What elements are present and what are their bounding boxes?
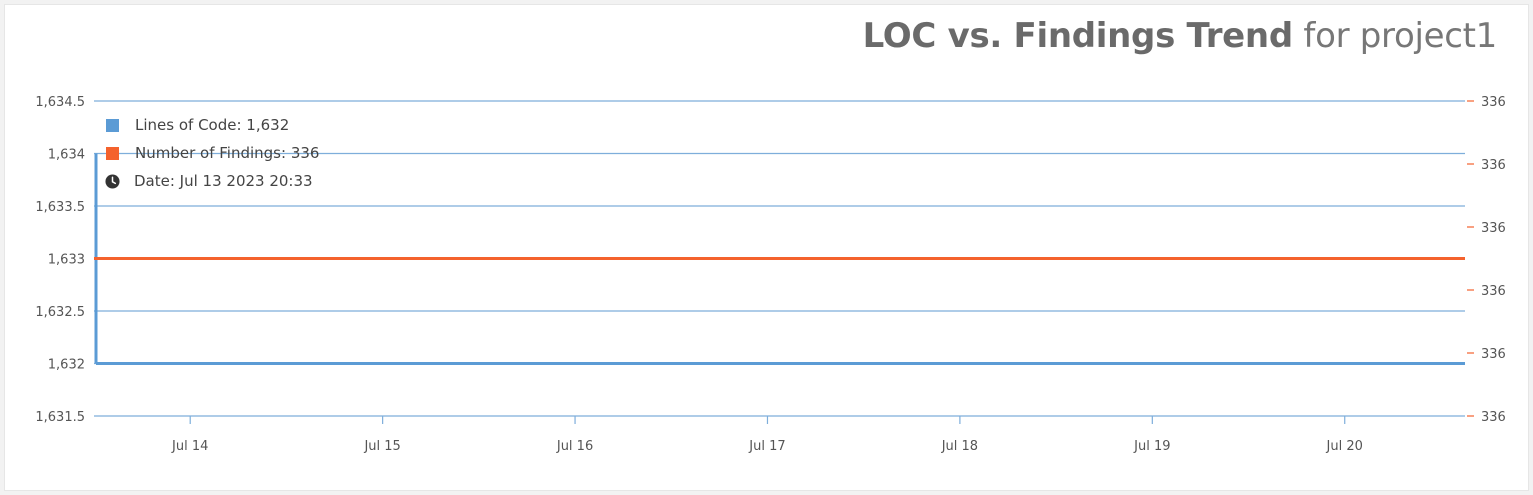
legend-loc-label: Lines of Code: 1,632: [135, 116, 290, 134]
chart-tooltip: Lines of Code: 1,632 Number of Findings:…: [105, 111, 319, 195]
y-left-tick-label: 1,634: [48, 148, 85, 163]
y-left-tick-label: 1,634.5: [35, 95, 85, 110]
x-tick-label: Jul 16: [556, 439, 593, 454]
x-tick-label: Jul 15: [363, 439, 400, 454]
x-tick-label: Jul 19: [1133, 439, 1170, 454]
legend-findings-label: Number of Findings: 336: [135, 144, 320, 162]
chart-title: LOC vs. Findings Trend for project1: [862, 16, 1498, 56]
y-right-tick-label: 336: [1481, 221, 1506, 236]
y-left-tick-label: 1,632: [48, 358, 85, 373]
y-right-tick-label: 336: [1481, 347, 1506, 362]
loc-swatch: [106, 118, 119, 132]
y-right-tick-label: 336: [1481, 284, 1506, 299]
legend-findings: Number of Findings: 336: [106, 139, 319, 167]
x-tick-label: Jul 20: [1326, 439, 1363, 454]
chart-title-main: LOC vs. Findings Trend: [862, 16, 1294, 56]
legend-date: Date: Jul 13 2023 20:33: [105, 167, 319, 195]
legend-loc: Lines of Code: 1,632: [106, 111, 319, 139]
y-left-tick-label: 1,631.5: [35, 410, 85, 425]
y-left-tick-label: 1,632.5: [35, 305, 85, 320]
clock-icon: [105, 173, 120, 189]
x-tick-label: Jul 18: [941, 439, 978, 454]
y-right-tick-label: 336: [1481, 158, 1506, 173]
y-right-tick-label: 336: [1481, 410, 1506, 425]
findings-swatch: [106, 146, 119, 160]
chart-title-project: for project1: [1303, 16, 1497, 56]
x-tick-label: Jul 14: [171, 439, 208, 454]
y-left-tick-label: 1,633.5: [35, 200, 85, 215]
x-tick-label: Jul 17: [748, 439, 785, 454]
legend-date-label: Date: Jul 13 2023 20:33: [134, 172, 313, 190]
y-right-tick-label: 336: [1481, 95, 1506, 110]
chart-panel: [4, 4, 1529, 491]
y-left-tick-label: 1,633: [48, 253, 85, 268]
